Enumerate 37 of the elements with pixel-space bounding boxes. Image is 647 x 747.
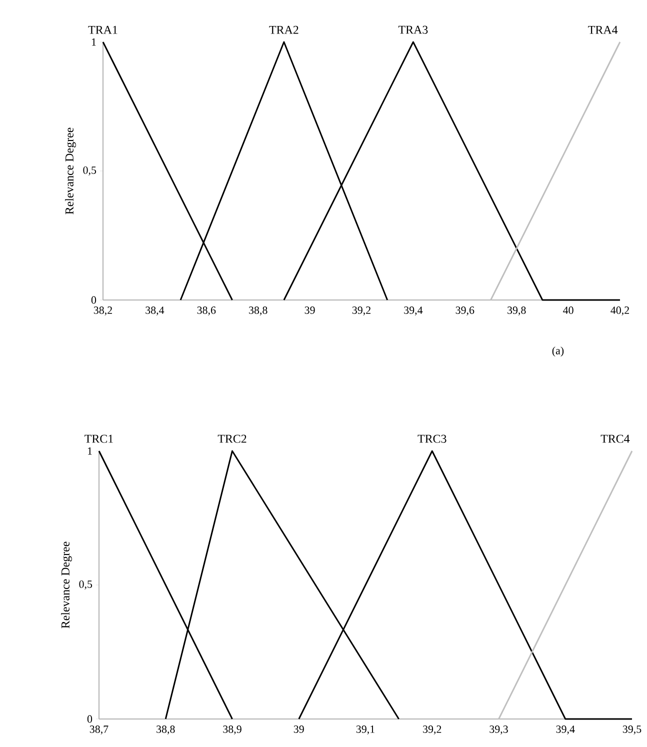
x-tick-label: 40,2 <box>610 306 629 316</box>
x-tick-label: 39,4 <box>556 726 575 734</box>
y-tick-label: 0 <box>91 296 96 304</box>
y-tick-label: 0,5 <box>79 580 92 590</box>
x-tick-label: 39,4 <box>404 306 423 316</box>
x-tick-label: 39 <box>294 726 304 733</box>
x-tick-label: 38,9 <box>223 726 242 734</box>
x-tick-label: 40 <box>563 306 574 314</box>
series-label: TRC3 <box>418 434 446 443</box>
x-tick-label: 39,3 <box>490 726 508 734</box>
x-tick-label: 38,8 <box>249 306 268 316</box>
x-tick-label: 38,8 <box>156 726 175 734</box>
series-label: TRA2 <box>269 26 298 34</box>
y-axis-title: Relevance Degree <box>65 128 76 214</box>
x-tick-label: 39,6 <box>456 306 474 316</box>
y-axis-title: Relevance Degree <box>61 542 72 628</box>
x-tick-label: 39 <box>304 306 315 314</box>
x-tick-label: 39,2 <box>423 726 442 734</box>
series-label: TRA3 <box>398 26 428 34</box>
series-label: TRC2 <box>218 434 246 443</box>
y-tick-label: 1 <box>92 38 96 46</box>
x-tick-label: 38,2 <box>94 306 112 316</box>
y-tick-label: 0,5 <box>83 166 96 176</box>
series-label: TRC1 <box>84 434 113 443</box>
x-tick-label: 39,1 <box>356 726 374 734</box>
series-label: TRA4 <box>588 26 618 34</box>
series-label: TRA1 <box>88 26 118 34</box>
x-tick-label: 39,5 <box>622 726 642 734</box>
y-tick-label: 0 <box>87 715 92 723</box>
x-tick-label: 38,7 <box>90 726 108 734</box>
y-tick-label: 1 <box>88 447 92 455</box>
x-tick-label: 38,6 <box>197 306 216 316</box>
x-tick-label: 38,4 <box>146 306 164 316</box>
text: (a) <box>552 346 564 357</box>
x-tick-label: 39,8 <box>508 306 526 316</box>
series-label: TRC4 <box>600 434 630 443</box>
x-tick-label: 39,2 <box>352 306 370 316</box>
